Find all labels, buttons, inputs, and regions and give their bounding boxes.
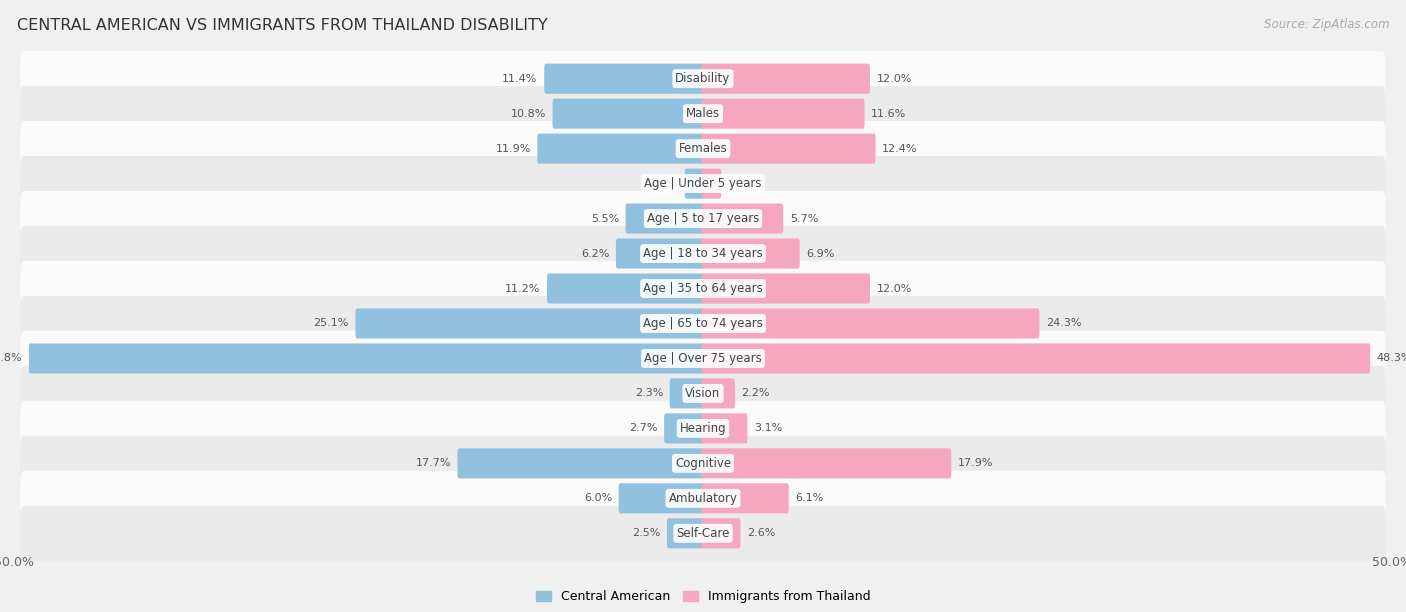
- Text: 1.2%: 1.2%: [650, 179, 678, 188]
- FancyBboxPatch shape: [20, 226, 1386, 281]
- Text: Hearing: Hearing: [679, 422, 727, 435]
- FancyBboxPatch shape: [544, 64, 704, 94]
- FancyBboxPatch shape: [619, 483, 704, 513]
- FancyBboxPatch shape: [669, 378, 704, 408]
- Text: 2.2%: 2.2%: [741, 389, 770, 398]
- FancyBboxPatch shape: [702, 413, 748, 444]
- Text: Source: ZipAtlas.com: Source: ZipAtlas.com: [1264, 18, 1389, 31]
- FancyBboxPatch shape: [702, 449, 952, 479]
- Text: 6.1%: 6.1%: [796, 493, 824, 503]
- Text: Males: Males: [686, 107, 720, 120]
- Text: 11.6%: 11.6%: [872, 109, 907, 119]
- Text: Self-Care: Self-Care: [676, 527, 730, 540]
- Text: 1.2%: 1.2%: [728, 179, 756, 188]
- Text: 6.0%: 6.0%: [583, 493, 612, 503]
- FancyBboxPatch shape: [30, 343, 704, 373]
- Text: 12.4%: 12.4%: [882, 144, 918, 154]
- FancyBboxPatch shape: [702, 378, 735, 408]
- Text: 5.7%: 5.7%: [790, 214, 818, 223]
- FancyBboxPatch shape: [20, 331, 1386, 386]
- FancyBboxPatch shape: [20, 366, 1386, 421]
- FancyBboxPatch shape: [20, 506, 1386, 561]
- Text: Ambulatory: Ambulatory: [668, 492, 738, 505]
- Text: 17.9%: 17.9%: [957, 458, 994, 468]
- FancyBboxPatch shape: [702, 308, 1039, 338]
- Text: 12.0%: 12.0%: [876, 73, 912, 84]
- FancyBboxPatch shape: [666, 518, 704, 548]
- FancyBboxPatch shape: [547, 274, 704, 304]
- FancyBboxPatch shape: [553, 99, 704, 129]
- FancyBboxPatch shape: [20, 51, 1386, 106]
- Text: 6.2%: 6.2%: [581, 248, 609, 258]
- FancyBboxPatch shape: [702, 64, 870, 94]
- Text: Age | Under 5 years: Age | Under 5 years: [644, 177, 762, 190]
- FancyBboxPatch shape: [702, 518, 741, 548]
- FancyBboxPatch shape: [20, 86, 1386, 141]
- Text: 2.5%: 2.5%: [631, 528, 661, 539]
- FancyBboxPatch shape: [20, 401, 1386, 456]
- FancyBboxPatch shape: [664, 413, 704, 444]
- Text: 24.3%: 24.3%: [1046, 318, 1081, 329]
- FancyBboxPatch shape: [702, 483, 789, 513]
- Text: 11.4%: 11.4%: [502, 73, 537, 84]
- FancyBboxPatch shape: [356, 308, 704, 338]
- Text: Age | Over 75 years: Age | Over 75 years: [644, 352, 762, 365]
- FancyBboxPatch shape: [20, 121, 1386, 176]
- Text: Vision: Vision: [685, 387, 721, 400]
- FancyBboxPatch shape: [702, 168, 721, 199]
- Text: 12.0%: 12.0%: [876, 283, 912, 294]
- Text: 3.1%: 3.1%: [754, 424, 782, 433]
- Text: 2.7%: 2.7%: [628, 424, 658, 433]
- FancyBboxPatch shape: [20, 296, 1386, 351]
- Text: 17.7%: 17.7%: [415, 458, 451, 468]
- FancyBboxPatch shape: [537, 133, 704, 163]
- FancyBboxPatch shape: [457, 449, 704, 479]
- FancyBboxPatch shape: [685, 168, 704, 199]
- Text: 2.6%: 2.6%: [747, 528, 776, 539]
- FancyBboxPatch shape: [702, 239, 800, 269]
- FancyBboxPatch shape: [20, 191, 1386, 246]
- Text: CENTRAL AMERICAN VS IMMIGRANTS FROM THAILAND DISABILITY: CENTRAL AMERICAN VS IMMIGRANTS FROM THAI…: [17, 18, 547, 34]
- Text: Age | 18 to 34 years: Age | 18 to 34 years: [643, 247, 763, 260]
- Text: 10.8%: 10.8%: [510, 109, 546, 119]
- Text: 11.2%: 11.2%: [505, 283, 540, 294]
- FancyBboxPatch shape: [702, 99, 865, 129]
- Text: 48.3%: 48.3%: [1376, 354, 1406, 364]
- Text: 48.8%: 48.8%: [0, 354, 22, 364]
- Text: Age | 35 to 64 years: Age | 35 to 64 years: [643, 282, 763, 295]
- Text: 11.9%: 11.9%: [495, 144, 531, 154]
- Text: 6.9%: 6.9%: [807, 248, 835, 258]
- FancyBboxPatch shape: [20, 436, 1386, 491]
- FancyBboxPatch shape: [20, 261, 1386, 316]
- Text: Females: Females: [679, 142, 727, 155]
- FancyBboxPatch shape: [20, 471, 1386, 526]
- FancyBboxPatch shape: [702, 204, 783, 234]
- FancyBboxPatch shape: [702, 274, 870, 304]
- Text: Disability: Disability: [675, 72, 731, 85]
- FancyBboxPatch shape: [702, 133, 876, 163]
- Text: 2.3%: 2.3%: [634, 389, 664, 398]
- Text: Age | 5 to 17 years: Age | 5 to 17 years: [647, 212, 759, 225]
- Text: 25.1%: 25.1%: [314, 318, 349, 329]
- Text: 5.5%: 5.5%: [591, 214, 619, 223]
- Legend: Central American, Immigrants from Thailand: Central American, Immigrants from Thaila…: [531, 585, 875, 608]
- FancyBboxPatch shape: [626, 204, 704, 234]
- Text: Cognitive: Cognitive: [675, 457, 731, 470]
- FancyBboxPatch shape: [702, 343, 1371, 373]
- FancyBboxPatch shape: [20, 156, 1386, 211]
- FancyBboxPatch shape: [616, 239, 704, 269]
- Text: Age | 65 to 74 years: Age | 65 to 74 years: [643, 317, 763, 330]
